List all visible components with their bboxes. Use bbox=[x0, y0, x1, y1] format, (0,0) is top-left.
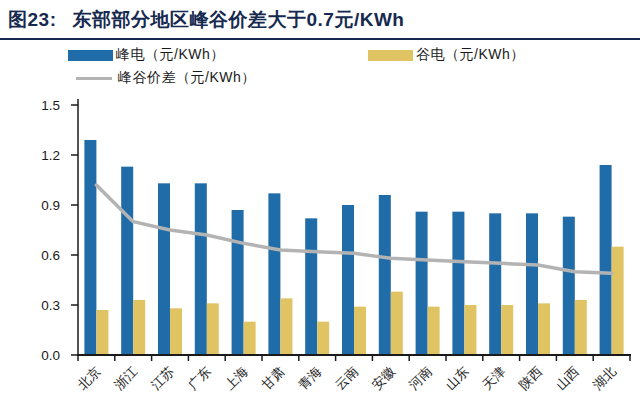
x-category-label: 湖北 bbox=[590, 364, 619, 393]
x-category-label: 北京 bbox=[75, 364, 104, 393]
y-tick-label: 0.0 bbox=[41, 348, 60, 363]
bar-series1-上海 bbox=[244, 322, 256, 355]
bar-series0-云南 bbox=[342, 205, 354, 355]
bar-series1-广东 bbox=[207, 303, 219, 355]
legend-item-diff: 峰谷价差（元/KWh） bbox=[76, 69, 256, 87]
bar-series0-天津 bbox=[489, 213, 501, 355]
report-figure: 图23: 东部部分地区峰谷价差大于0.7元/KWh 峰电（元/KWh） 谷电（元/… bbox=[0, 0, 640, 420]
x-category-label: 青海 bbox=[295, 364, 324, 393]
bar-series0-安徽 bbox=[379, 195, 391, 355]
figure-header: 图23: 东部部分地区峰谷价差大于0.7元/KWh bbox=[0, 0, 640, 38]
bar-series0-陕西 bbox=[526, 213, 538, 355]
chart-area: 0.0 0.3 0.6 0.9 1.2 1.5 北京浙江江苏广东上海甘肃青海云南安徽河南山东… bbox=[0, 92, 640, 418]
y-tick-label: 1.5 bbox=[41, 98, 60, 113]
bar-series0-江苏 bbox=[158, 183, 170, 355]
figure-title: 东部部分地区峰谷价差大于0.7元/KWh bbox=[72, 9, 404, 30]
chart-legend: 峰电（元/KWh） 谷电（元/KWh） 峰谷价差（元/KWh） bbox=[0, 40, 640, 92]
y-tick-label: 0.3 bbox=[41, 298, 60, 313]
bar-series0-湖北 bbox=[600, 165, 612, 355]
x-category-label: 山西 bbox=[553, 364, 582, 393]
bar-series1-云南 bbox=[354, 307, 366, 355]
x-category-label: 安徽 bbox=[369, 364, 398, 393]
x-category-label: 陕西 bbox=[516, 364, 545, 393]
bar-series1-湖北 bbox=[612, 247, 624, 355]
bar-series0-山东 bbox=[452, 212, 464, 355]
legend-label-peak: 峰电（元/KWh） bbox=[116, 46, 225, 64]
x-category-label: 浙江 bbox=[111, 364, 140, 393]
bar-series1-江苏 bbox=[170, 308, 182, 355]
bar-series1-安徽 bbox=[391, 292, 403, 355]
legend-label-diff: 峰谷价差（元/KWh） bbox=[118, 69, 256, 87]
bar-series1-甘肃 bbox=[280, 298, 292, 355]
valley-bar-swatch-icon bbox=[368, 50, 413, 61]
bar-series1-山东 bbox=[464, 305, 476, 355]
x-category-label: 上海 bbox=[222, 364, 251, 393]
legend-item-valley: 谷电（元/KWh） bbox=[368, 46, 525, 64]
diff-line-swatch-icon bbox=[76, 77, 112, 80]
x-category-label: 江苏 bbox=[148, 364, 177, 393]
x-category-label: 广东 bbox=[185, 364, 214, 393]
x-category-label: 河南 bbox=[406, 364, 435, 393]
bar-series0-山西 bbox=[563, 217, 575, 355]
bar-series0-北京 bbox=[84, 140, 96, 355]
bar-series1-北京 bbox=[96, 310, 108, 355]
bar-series1-河南 bbox=[428, 307, 440, 355]
y-tick-label: 0.9 bbox=[41, 198, 60, 213]
x-category-label: 天津 bbox=[479, 364, 508, 393]
y-tick-label: 1.2 bbox=[41, 148, 60, 163]
peak-bar-swatch-icon bbox=[68, 50, 113, 61]
bar-series1-青海 bbox=[317, 322, 329, 355]
bar-series0-上海 bbox=[232, 210, 244, 355]
bar-series1-山西 bbox=[575, 300, 587, 355]
figure-number: 图23: bbox=[8, 9, 56, 30]
x-category-label: 甘肃 bbox=[259, 364, 288, 393]
bar-series0-甘肃 bbox=[268, 193, 280, 355]
x-category-label: 山东 bbox=[443, 364, 472, 393]
bar-series0-河南 bbox=[416, 212, 428, 355]
bar-series1-陕西 bbox=[538, 303, 550, 355]
legend-label-valley: 谷电（元/KWh） bbox=[416, 46, 525, 64]
bar-series1-浙江 bbox=[133, 300, 145, 355]
bar-series0-青海 bbox=[305, 218, 317, 355]
bar-series1-天津 bbox=[501, 305, 513, 355]
bar-series0-浙江 bbox=[121, 167, 133, 355]
legend-item-peak: 峰电（元/KWh） bbox=[68, 46, 225, 64]
x-category-label: 云南 bbox=[332, 364, 361, 393]
chart-canvas: 0.0 0.3 0.6 0.9 1.2 1.5 北京浙江江苏广东上海甘肃青海云南安徽河南山东… bbox=[0, 92, 640, 418]
bar-series0-广东 bbox=[195, 183, 207, 355]
y-tick-label: 0.6 bbox=[41, 248, 60, 263]
